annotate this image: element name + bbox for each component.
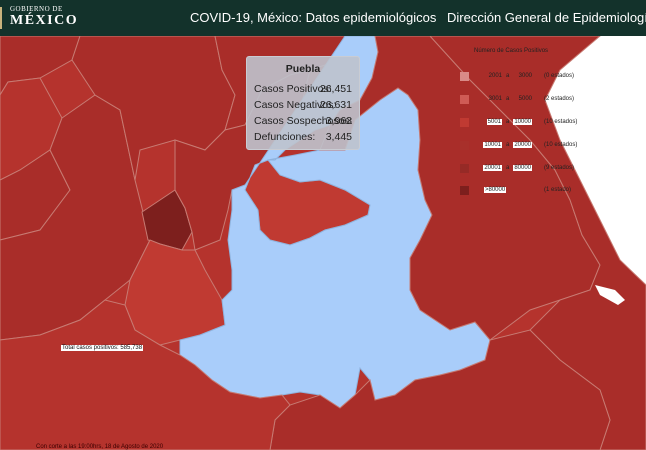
tooltip-label: Defunciones: xyxy=(254,131,316,143)
legend-swatch xyxy=(460,141,469,150)
state-region-southwest[interactable] xyxy=(0,299,291,450)
tooltip-label: Casos Negativos: xyxy=(254,99,337,111)
legend-max: 20000 xyxy=(512,142,532,148)
eagle-emblem-icon xyxy=(0,7,2,29)
tooltip-state-name: Puebla xyxy=(285,63,321,75)
legend-swatch xyxy=(460,118,469,127)
legend-max-text: 10000 xyxy=(513,119,532,125)
legend-count: (10 estados) xyxy=(544,119,578,125)
legend-sep: a xyxy=(506,73,510,79)
page-title: COVID-19, México: Datos epidemiológicos xyxy=(190,10,437,25)
organization-name: Dirección General de Epidemiología xyxy=(447,10,646,25)
legend-item[interactable]: >80000 (1 estado) xyxy=(460,186,610,196)
legend-count: (10 estados) xyxy=(544,142,578,148)
legend-min: 5001 xyxy=(480,119,502,125)
legend-sep: a xyxy=(506,96,510,102)
tooltip-value: 26,631 xyxy=(319,99,352,111)
tooltip-value: 3,445 xyxy=(325,131,352,143)
legend-sep: a xyxy=(506,142,510,148)
header-bar: GOBIERNO DE MÉXICO COVID-19, México: Dat… xyxy=(0,0,646,36)
legend-min-text: >80000 xyxy=(484,187,507,193)
tooltip-row-defunciones: Defunciones: 3,445 xyxy=(254,131,352,145)
legend-swatch xyxy=(460,95,469,104)
legend-min: 2001 xyxy=(488,73,502,79)
legend-sep: a xyxy=(506,119,510,125)
legend-max: 80000 xyxy=(512,165,532,171)
legend-min-text: 5001 xyxy=(486,119,502,125)
coastline-detail xyxy=(595,285,625,305)
states-map[interactable] xyxy=(0,36,646,450)
tooltip-value: 26,451 xyxy=(319,83,352,95)
legend-max-text: 20000 xyxy=(513,142,532,148)
tooltip-label: Casos Sospechosos: xyxy=(254,115,353,127)
tooltip-row-negativos: Casos Negativos: 26,631 xyxy=(254,99,352,113)
legend-min-text: 20001 xyxy=(483,165,502,171)
legend-min: 10001 xyxy=(480,142,502,148)
legend-min: 3001 xyxy=(488,96,502,102)
legend-count: (9 estados) xyxy=(544,165,575,171)
legend-swatch xyxy=(460,186,469,195)
legend-min-text: 10001 xyxy=(483,142,502,148)
legend-count: (2 estados) xyxy=(544,96,575,102)
legend-item[interactable]: 20001 a 80000 (9 estados) xyxy=(460,164,610,174)
tooltip-value: 3,963 xyxy=(325,115,352,127)
legend-item[interactable]: 3001 a 5000 (2 estados) xyxy=(460,95,610,105)
total-cases-label: Total casos positivos: 585,738 xyxy=(61,345,144,351)
legend-title: Número de Casos Positivos xyxy=(474,48,549,54)
state-region-south[interactable] xyxy=(269,329,611,450)
state-info-tooltip: Puebla Casos Positivos: 26,451 Casos Neg… xyxy=(246,56,360,150)
legend-min: >80000 xyxy=(484,187,507,193)
logo-big-text: MÉXICO xyxy=(10,13,79,28)
legend-item[interactable]: 5001 a 10000 (10 estados) xyxy=(460,118,610,128)
legend-count: (0 estados) xyxy=(544,73,575,79)
logo-small-text: GOBIERNO DE xyxy=(10,5,63,13)
legend-max: 10000 xyxy=(512,119,532,125)
legend-swatch xyxy=(460,164,469,173)
legend-max: 3000 xyxy=(518,73,532,79)
tooltip-label: Casos Positivos: xyxy=(254,83,332,95)
legend-max: 5000 xyxy=(518,96,532,102)
tooltip-row-positivos: Casos Positivos: 26,451 xyxy=(254,83,352,97)
legend-max-text: 80000 xyxy=(513,165,532,171)
tooltip-row-sospechosos: Casos Sospechosos: 3,963 xyxy=(254,115,353,129)
legend-sep: a xyxy=(506,165,510,171)
legend-count: (1 estado) xyxy=(544,187,572,193)
cutoff-date-label: Con corte a las 19:00hrs, 18 de Agosto d… xyxy=(36,444,164,450)
legend-swatch xyxy=(460,72,469,81)
legend-min: 20001 xyxy=(480,165,502,171)
legend-item[interactable]: 10001 a 20000 (10 estados) xyxy=(460,141,610,151)
legend-item[interactable]: 2001 a 3000 (0 estados) xyxy=(460,72,610,82)
